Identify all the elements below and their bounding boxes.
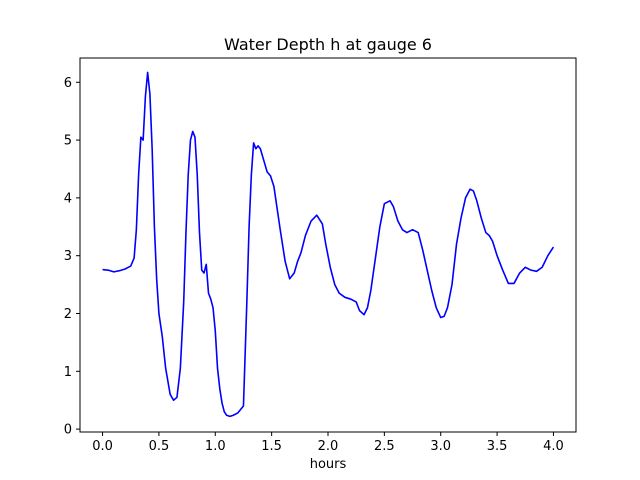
x-tick-label: 0.0 <box>92 439 113 454</box>
x-tick-label: 1.5 <box>261 439 282 454</box>
x-axis-label: hours <box>310 457 347 472</box>
x-tick-label: 4.0 <box>543 439 564 454</box>
x-tick-label: 0.5 <box>149 439 170 454</box>
y-tick-label: 3 <box>64 249 72 264</box>
y-tick-label: 2 <box>64 307 72 322</box>
chart-title: Water Depth h at gauge 6 <box>224 35 432 54</box>
x-tick-label: 3.5 <box>487 439 508 454</box>
x-tick-label: 2.0 <box>318 439 339 454</box>
y-tick-label: 6 <box>64 76 72 91</box>
y-tick-label: 4 <box>64 191 72 206</box>
x-tick-label: 3.0 <box>430 439 451 454</box>
series-layer <box>102 71 555 418</box>
y-tick-label: 1 <box>64 365 72 380</box>
series-line-0 <box>102 71 555 418</box>
y-tick-label: 0 <box>64 423 72 438</box>
axes-layer: 0.0 0.5 1.0 1.5 2.0 2.5 3.0 3.5 4.0 0 1 2 3 4 5 6 <box>64 57 577 454</box>
x-tick-label: 2.5 <box>374 439 395 454</box>
y-tick-label: 5 <box>64 134 72 149</box>
x-tick-label: 1.0 <box>205 439 226 454</box>
